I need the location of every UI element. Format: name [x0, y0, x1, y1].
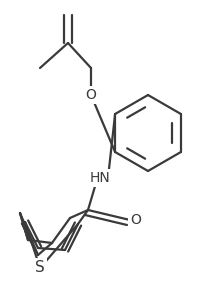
Text: HN: HN: [90, 171, 110, 185]
Text: O: O: [130, 213, 141, 227]
Text: O: O: [86, 88, 96, 102]
Text: S: S: [35, 260, 45, 276]
